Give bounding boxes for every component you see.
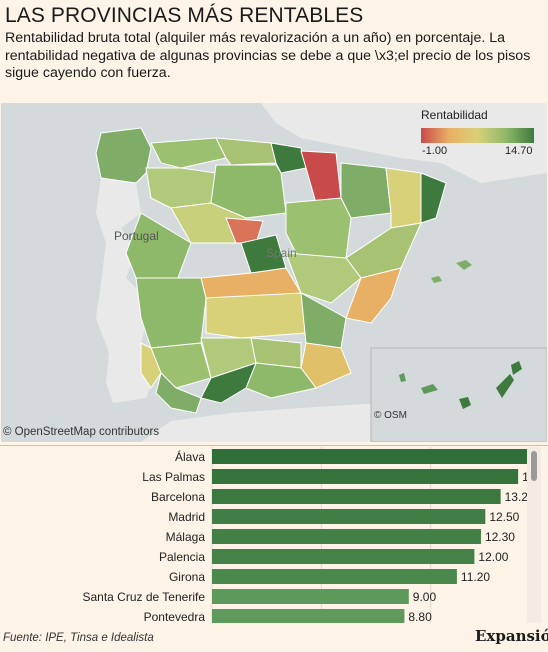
bar-6[interactable] xyxy=(212,569,457,584)
value-label-1: 14.00 xyxy=(522,470,527,484)
bar-3[interactable] xyxy=(212,509,486,524)
province-huelva[interactable] xyxy=(140,342,162,389)
province-cadiz[interactable] xyxy=(155,372,202,414)
spain-label: Spain xyxy=(266,246,297,260)
publisher-logo: Expansión xyxy=(475,627,548,645)
map-canvas xyxy=(95,103,547,442)
bar-7[interactable] xyxy=(212,589,409,604)
legend-max-label: 14.70 xyxy=(505,145,533,157)
chart-scrollbar[interactable] xyxy=(527,447,541,623)
value-label-2: 13.20 xyxy=(505,490,527,504)
value-label-4: 12.30 xyxy=(485,530,515,544)
category-label-3: Madrid xyxy=(168,510,205,524)
bar-2[interactable] xyxy=(212,489,501,504)
value-label-6: 11.20 xyxy=(461,570,490,584)
chart-subtitle: Rentabilidad bruta total (alquiler más r… xyxy=(5,30,531,81)
canary-inset xyxy=(370,347,547,442)
legend-color-bar xyxy=(421,128,534,143)
section-divider xyxy=(0,445,548,446)
legend-min-label: -1.00 xyxy=(422,145,448,157)
province-extremadura[interactable] xyxy=(135,277,207,349)
bar-5[interactable] xyxy=(212,549,475,564)
category-label-5: Palencia xyxy=(159,550,205,564)
province-cantabria[interactable] xyxy=(215,137,277,166)
province-asturias[interactable] xyxy=(150,137,227,169)
category-label-0: Álava xyxy=(175,449,205,464)
bar-8[interactable] xyxy=(212,609,405,623)
balearic-islands xyxy=(431,260,472,283)
province-barcelona[interactable] xyxy=(420,172,447,224)
africa-landmass xyxy=(141,403,381,442)
province-ciudad-real[interactable] xyxy=(205,292,307,339)
value-label-7: 9.00 xyxy=(413,590,437,604)
bar-chart: Álava14.70Las Palmas14.00Barcelona13.20M… xyxy=(82,447,527,623)
bar-4[interactable] xyxy=(212,529,481,544)
island-la-palma[interactable] xyxy=(399,373,406,382)
canary-islands xyxy=(399,361,522,409)
province-valencia[interactable] xyxy=(345,267,402,324)
source-note: Fuente: IPE, Tinsa e Idealista xyxy=(3,632,154,644)
legend-title: Rentabilidad xyxy=(421,108,488,122)
category-label-4: Málaga xyxy=(166,530,206,544)
value-label-3: 12.50 xyxy=(489,510,519,524)
scrollbar-thumb[interactable] xyxy=(531,451,537,481)
province-pais-vasco[interactable] xyxy=(270,142,307,174)
province-galicia-north[interactable] xyxy=(95,127,152,184)
category-label-1: Las Palmas xyxy=(142,470,205,484)
category-label-6: Girona xyxy=(169,570,205,584)
value-label-5: 12.00 xyxy=(478,550,508,564)
portugal-label: Portugal xyxy=(114,229,159,243)
province-navarra[interactable] xyxy=(300,150,342,204)
map-view[interactable]: Rentabilidad -1.00 14.70 Portugal Spain … xyxy=(1,103,547,442)
category-label-2: Barcelona xyxy=(151,490,205,504)
bar-0[interactable] xyxy=(212,449,527,464)
island-fuerteventura[interactable] xyxy=(496,374,514,398)
province-cuenca[interactable] xyxy=(285,252,362,304)
value-label-8: 8.80 xyxy=(408,610,432,623)
province-malaga[interactable] xyxy=(200,362,257,404)
map-credit[interactable]: © OpenStreetMap contributors xyxy=(3,426,160,438)
island-tenerife[interactable] xyxy=(421,384,438,394)
province-leon[interactable] xyxy=(145,167,217,209)
province-catalonia-west[interactable] xyxy=(385,167,422,229)
island-gran-canaria[interactable] xyxy=(459,397,471,409)
province-aragon-north[interactable] xyxy=(340,162,392,219)
france-landmass xyxy=(261,103,547,183)
chart-title: LAS PROVINCIAS MÁS RENTABLES xyxy=(5,4,364,27)
bar-chart-container[interactable]: Álava14.70Las Palmas14.00Barcelona13.20M… xyxy=(0,447,527,623)
province-murcia[interactable] xyxy=(300,342,352,389)
spain-provinces xyxy=(95,127,447,414)
province-teruel[interactable] xyxy=(345,222,422,279)
category-label-8: Pontevedra xyxy=(144,610,206,623)
category-label-7: Santa Cruz de Tenerife xyxy=(82,590,205,604)
province-albacete[interactable] xyxy=(300,292,347,349)
island-lanzarote[interactable] xyxy=(511,361,522,375)
inset-credit[interactable]: © OSM xyxy=(374,410,407,421)
bar-1[interactable] xyxy=(212,469,519,484)
